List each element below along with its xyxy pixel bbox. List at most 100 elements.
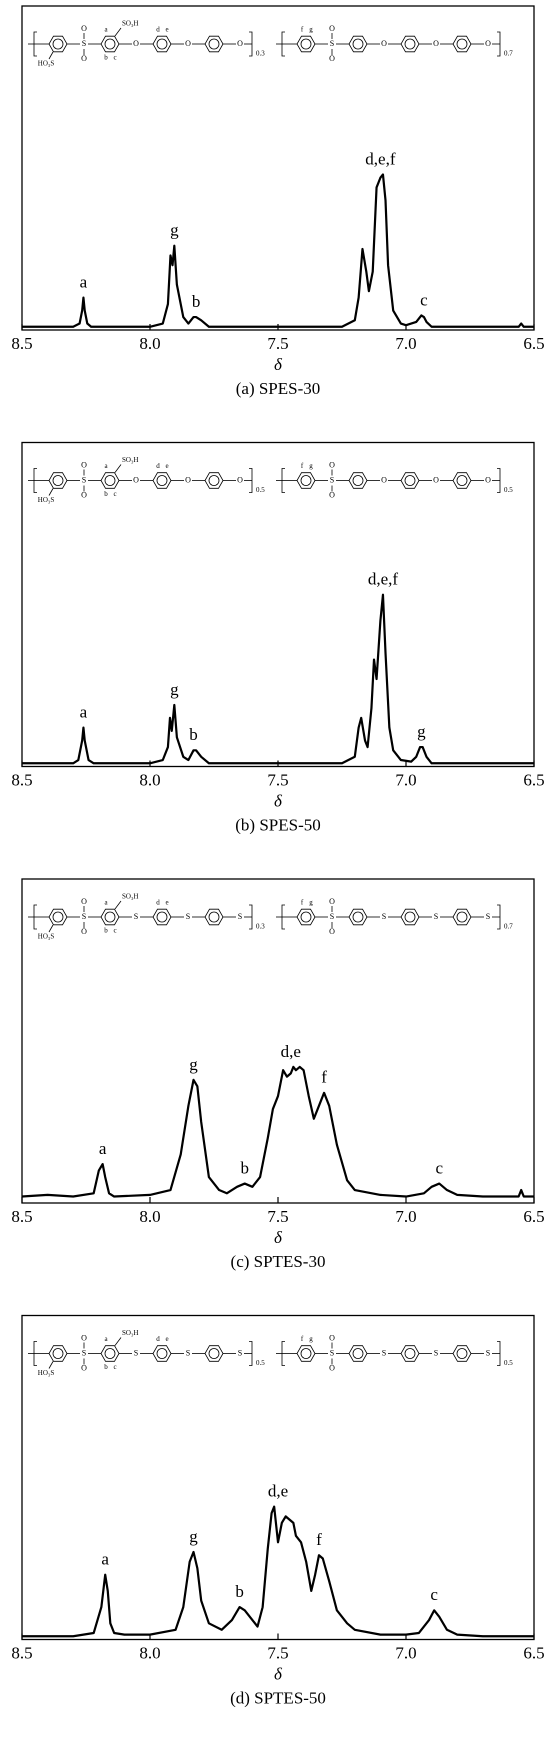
x-tick-label: 8.0 (139, 1207, 160, 1226)
proton-label: e (165, 462, 168, 470)
benzene-ring (400, 1345, 420, 1362)
peak-label: g (189, 1527, 198, 1546)
sulfonic-group: HO₃S (38, 496, 55, 504)
benzene-ring (152, 35, 172, 53)
linker-atom: S (434, 912, 438, 921)
ring-inner (104, 911, 116, 923)
benzene-ring (348, 1345, 368, 1362)
peak-label: f (321, 1068, 327, 1087)
repeat-fraction: 0.5 (256, 486, 265, 494)
benzene-ring (400, 908, 420, 926)
proton-label: g (309, 899, 313, 907)
peak-label: c (420, 290, 428, 309)
ring-inner (456, 911, 468, 923)
benzene-ring (296, 35, 316, 53)
sulfonic-group: HO₃S (38, 60, 55, 68)
x-axis-label: δ (274, 791, 283, 810)
plot-frame (21, 1314, 535, 1641)
peak-label: c (436, 1158, 444, 1177)
benzene-ring (152, 1345, 172, 1362)
peak-label: a (101, 1550, 109, 1569)
ring-inner (404, 911, 416, 923)
ring-inner (300, 475, 312, 486)
linker-atom: O (485, 39, 491, 48)
sulfonic-group: SO₃H (122, 893, 138, 901)
linker-atom: S (486, 1348, 490, 1357)
linker-atom: S (238, 1348, 242, 1357)
peak-label: g (417, 722, 426, 741)
bracket (249, 1341, 253, 1366)
benzene-ring (152, 908, 172, 926)
ring-inner (404, 38, 416, 50)
benzene-ring (400, 472, 420, 489)
benzene-ring (348, 35, 368, 53)
oxygen: O (329, 490, 335, 499)
linker-atom: O (185, 39, 191, 48)
sulfonic-group: HO₃S (38, 1369, 55, 1377)
benzene-ring (296, 472, 316, 489)
x-tick-label: 7.5 (267, 1207, 288, 1226)
x-axis-label: δ (274, 1228, 283, 1247)
sulfur: S (330, 39, 334, 48)
benzene-ring (348, 472, 368, 489)
repeat-fraction: 0.5 (504, 1359, 513, 1367)
peak-label: f (316, 1530, 322, 1549)
x-tick-label: 8.5 (11, 334, 32, 353)
x-tick-label: 8.5 (11, 1207, 32, 1226)
plot-frame (21, 441, 535, 768)
ring-inner (156, 475, 168, 486)
x-tick-label: 8.0 (139, 334, 160, 353)
bond (48, 488, 54, 496)
ring-inner (104, 475, 116, 486)
x-axis-label: δ (274, 355, 283, 374)
linker-atom: S (238, 912, 242, 921)
linker-atom: O (185, 475, 191, 484)
benzene-ring (48, 1345, 68, 1362)
ring-inner (156, 38, 168, 50)
spectrum-line (22, 1505, 534, 1638)
linker-atom: S (186, 912, 190, 921)
benzene-ring (348, 908, 368, 926)
sulfonic-group: SO₃H (122, 456, 138, 464)
ring-inner (456, 475, 468, 486)
ring-inner (404, 1348, 416, 1359)
benzene-ring (100, 908, 120, 926)
proton-label: f (301, 899, 304, 907)
ring-inner (300, 911, 312, 923)
oxygen: O (81, 460, 87, 469)
benzene-ring (100, 472, 120, 489)
proton-label: d (156, 462, 160, 470)
ring-inner (52, 911, 64, 923)
peak-label: b (240, 1158, 249, 1177)
ring-inner (300, 38, 312, 50)
oxygen: O (329, 927, 335, 936)
x-tick-label: 8.0 (139, 770, 160, 789)
proton-label: b (104, 1363, 108, 1371)
ring-inner (300, 1348, 312, 1359)
sulfur: S (330, 475, 334, 484)
peak-label: a (80, 703, 88, 722)
x-tick-label: 7.0 (395, 1207, 416, 1226)
proton-label: b (104, 54, 108, 62)
benzene-ring (204, 472, 224, 489)
bracket (249, 31, 253, 57)
bond (114, 464, 122, 473)
benzene-ring (48, 35, 68, 53)
proton-label: g (309, 26, 313, 34)
linker-atom: O (381, 39, 387, 48)
x-tick-label: 7.5 (267, 1643, 288, 1662)
oxygen: O (81, 1363, 87, 1372)
proton-label: g (309, 462, 313, 470)
linker-atom: O (433, 475, 439, 484)
linker-atom: O (237, 39, 243, 48)
peak-label: b (189, 725, 198, 744)
spectrum-line (21, 1065, 534, 1198)
linker-atom: O (433, 39, 439, 48)
proton-label: c (113, 54, 116, 62)
x-tick-label: 8.0 (139, 1643, 160, 1662)
sulfur: S (82, 475, 86, 484)
benzene-ring (204, 908, 224, 926)
ring-inner (156, 1348, 168, 1359)
peak-label: g (170, 680, 179, 699)
caption: (d) SPTES-50 (230, 1688, 326, 1707)
